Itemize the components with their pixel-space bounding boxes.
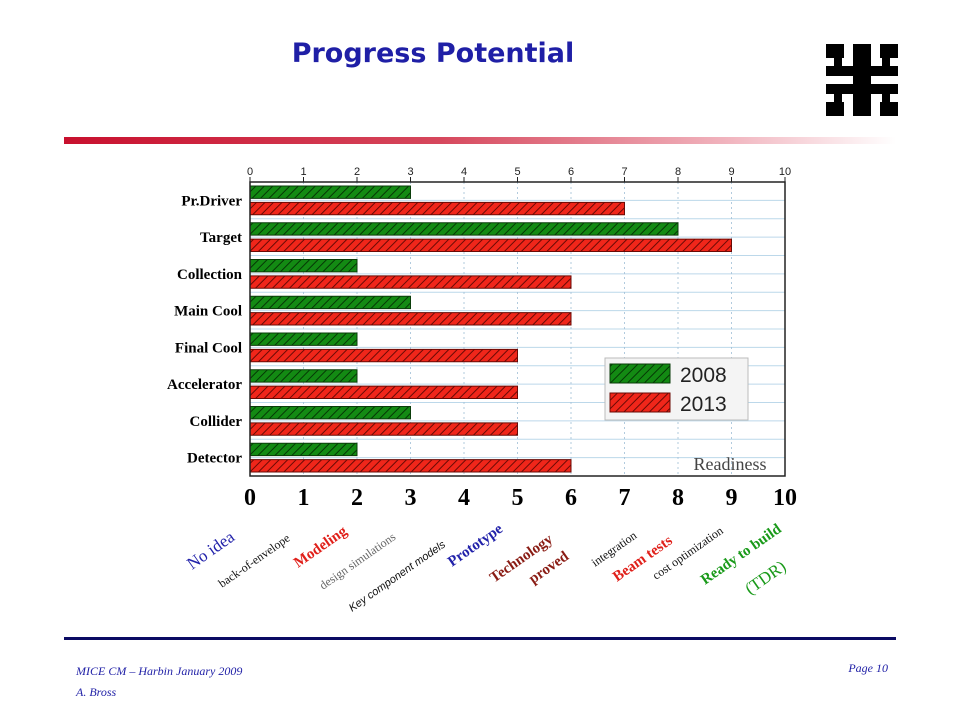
- legend-swatch-2008: [609, 363, 671, 384]
- category-label: Final Cool: [175, 340, 242, 356]
- tick-label-bottom: 2: [351, 485, 363, 511]
- bar-2008: [249, 332, 358, 346]
- page-number: Page 10: [848, 661, 888, 675]
- bar-2008: [249, 442, 358, 457]
- legend-label-2008: 2008: [680, 364, 727, 387]
- tick-label-top: 0: [247, 166, 253, 178]
- legend-label-2013: 2013: [680, 393, 727, 416]
- footer-event: MICE CM – Harbin January 2009: [76, 664, 243, 678]
- bar-2008: [249, 259, 358, 273]
- bar-2013: [249, 238, 732, 252]
- tick-label-bottom: 7: [619, 485, 631, 511]
- tick-label-top: 4: [461, 166, 467, 178]
- bar-2008: [249, 295, 411, 310]
- fermilab-logo-icon: [826, 44, 898, 116]
- category-label: Accelerator: [167, 377, 242, 393]
- tick-label-top: 8: [675, 166, 681, 178]
- bar-2008: [249, 369, 358, 383]
- tick-label-bottom: 5: [512, 485, 524, 511]
- tick-label-bottom: 0: [244, 485, 256, 511]
- scale-label: Prototype: [445, 521, 506, 570]
- bar-2013: [249, 348, 518, 363]
- category-label: Target: [200, 230, 242, 246]
- tick-label-bottom: 3: [405, 485, 417, 511]
- bar-2013: [249, 385, 518, 399]
- scale-label: No idea: [183, 527, 238, 573]
- tick-label-top: 2: [354, 166, 360, 178]
- x-axis-label: Readiness: [694, 454, 767, 474]
- bar-2008: [249, 185, 411, 199]
- category-label: Collider: [190, 414, 243, 430]
- category-label: Pr.Driver: [181, 193, 242, 209]
- tick-label-top: 1: [300, 166, 306, 178]
- tick-label-top: 5: [514, 166, 520, 178]
- category-label: Collection: [177, 267, 243, 283]
- scale-label: (TDR): [741, 557, 789, 599]
- bar-2013: [249, 459, 572, 473]
- legend-swatch-2013: [609, 392, 671, 413]
- tick-label-top: 10: [779, 166, 791, 178]
- bar-2013: [249, 201, 625, 216]
- bar-2008: [249, 222, 679, 236]
- footer-info: MICE CM – Harbin January 2009 A. Bross: [76, 661, 242, 703]
- header-rule: [64, 137, 896, 144]
- tick-label-bottom: 4: [458, 485, 470, 511]
- tick-label-bottom: 6: [565, 485, 577, 511]
- bar-2013: [249, 312, 572, 326]
- footer-rule: [64, 637, 896, 640]
- category-label: Detector: [187, 451, 242, 467]
- tick-label-top: 3: [407, 166, 413, 178]
- tick-label-top: 6: [568, 166, 574, 178]
- tick-label-bottom: 10: [773, 485, 797, 511]
- tick-label-top: 9: [728, 166, 734, 178]
- tick-label-bottom: 9: [726, 485, 738, 511]
- category-label: Main Cool: [174, 304, 242, 320]
- footer-author: A. Bross: [76, 685, 117, 699]
- bar-2013: [249, 275, 572, 289]
- slide-title: Progress Potential: [291, 38, 575, 69]
- tick-label-bottom: 1: [298, 485, 310, 511]
- tick-label-top: 7: [621, 166, 627, 178]
- bar-2008: [249, 406, 411, 420]
- legend: 2008 2013: [604, 357, 749, 421]
- bar-2013: [249, 422, 518, 436]
- tick-label-bottom: 8: [672, 485, 684, 511]
